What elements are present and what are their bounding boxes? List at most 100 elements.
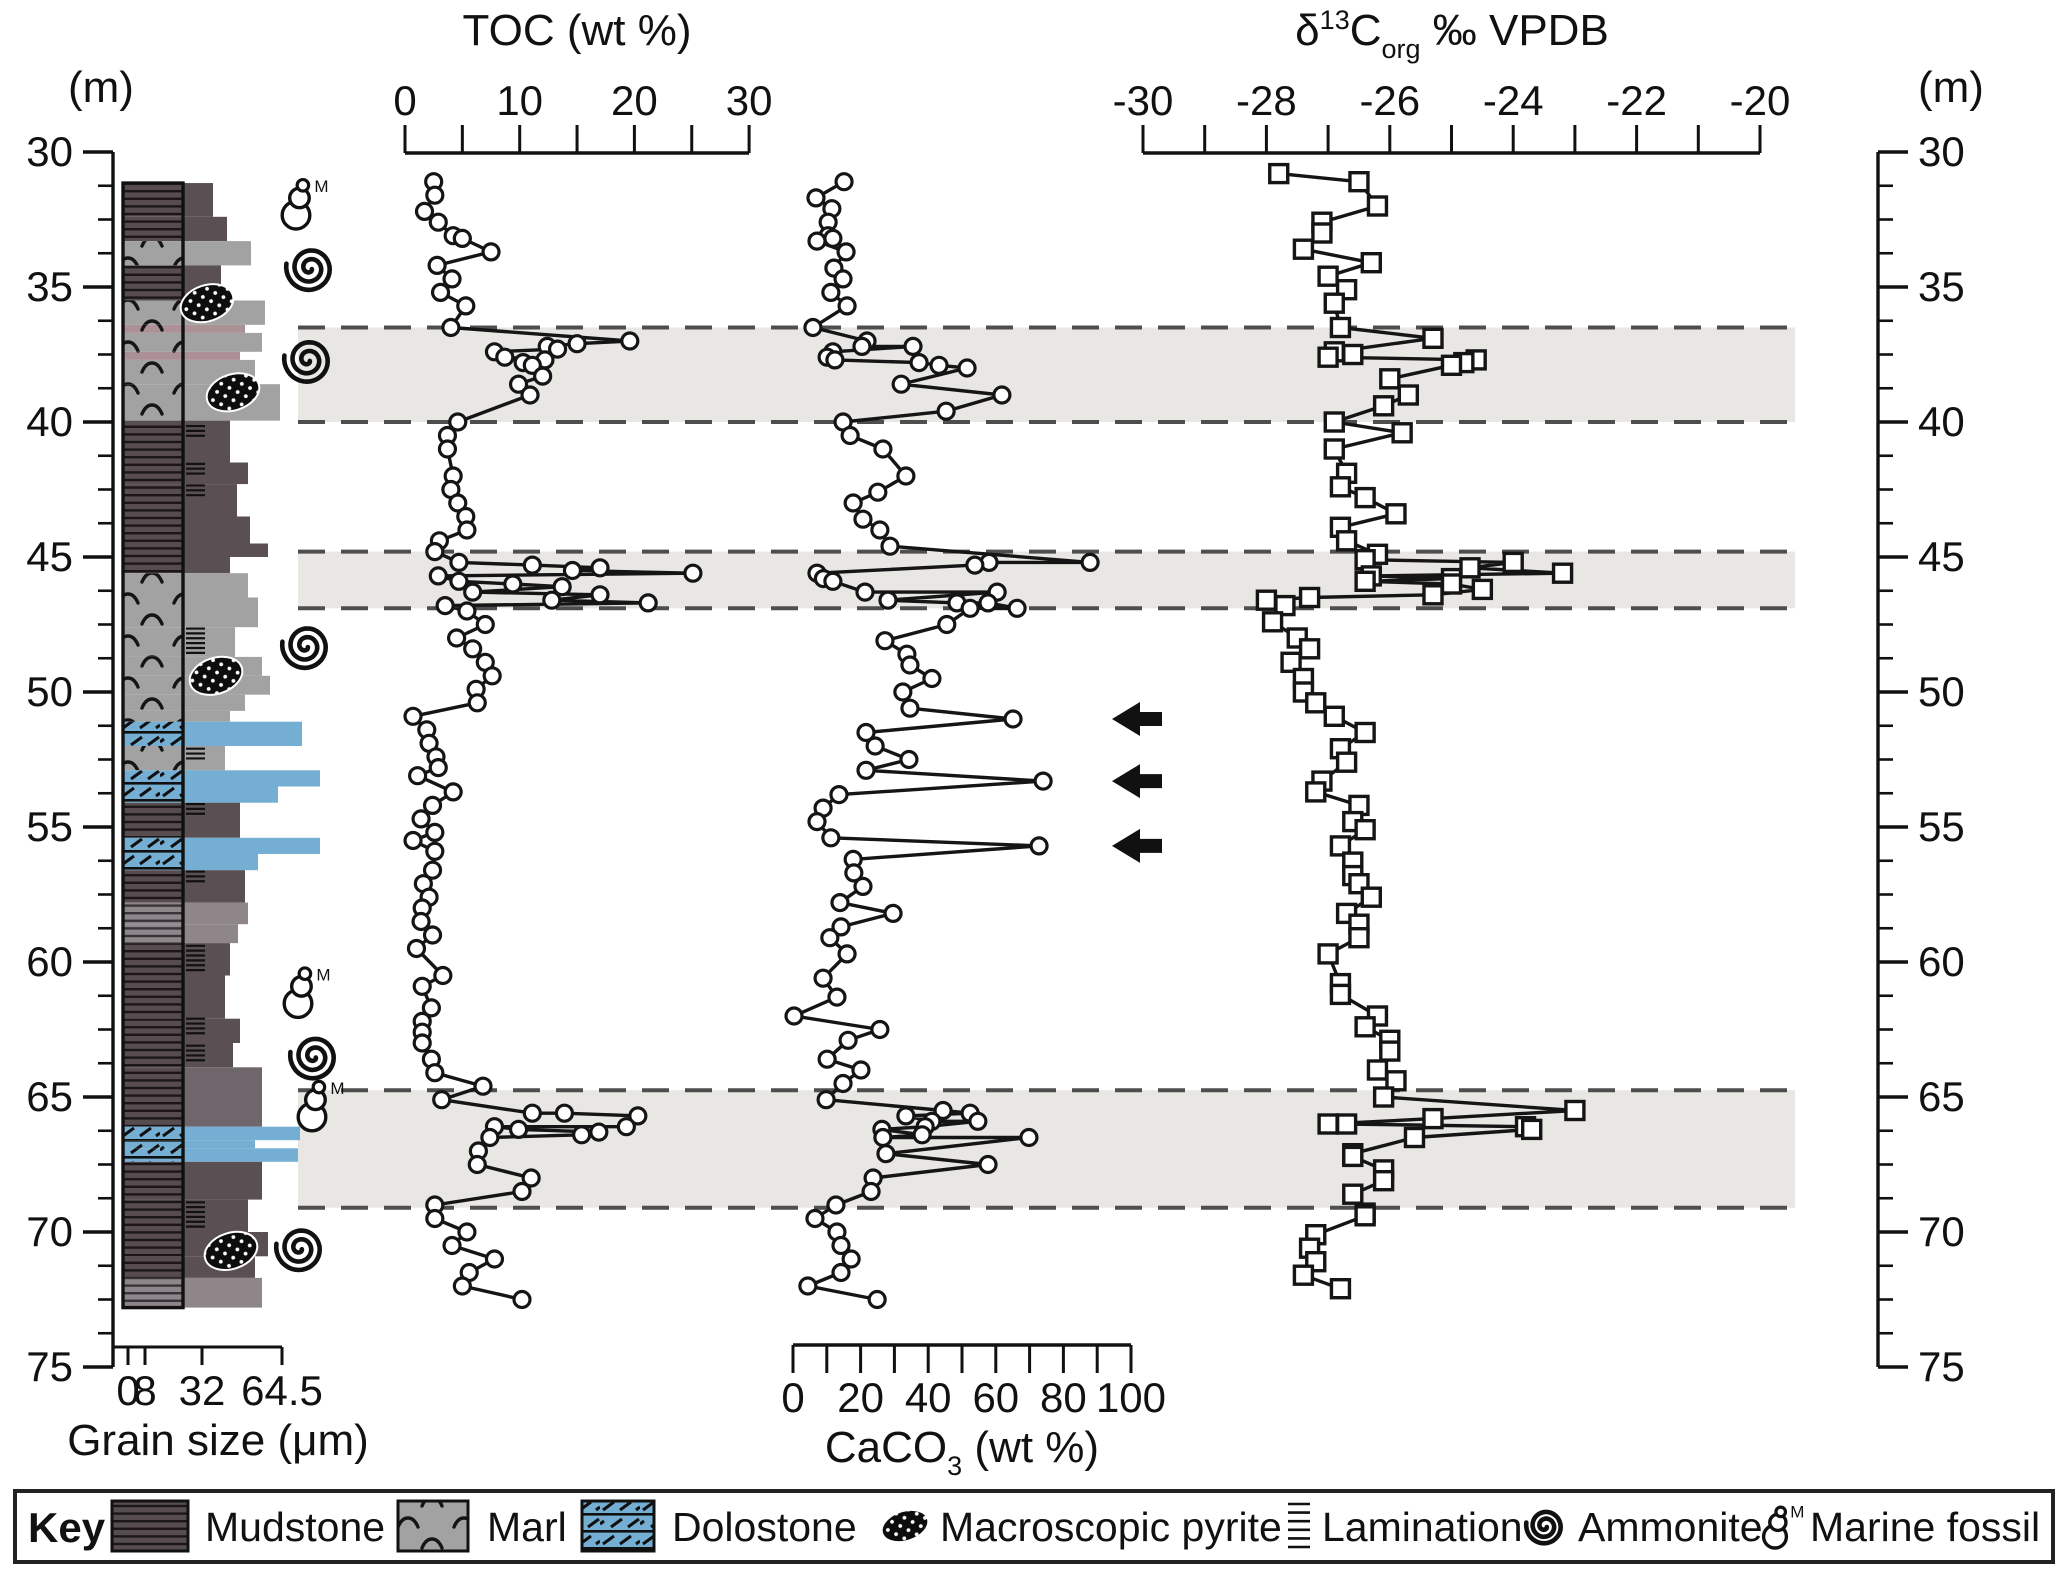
grainsize-profile-marl [183, 694, 245, 711]
depth-tick-label: 55 [26, 803, 73, 850]
depth-tick-label: 30 [1918, 128, 1965, 175]
CaCO3-data-point [831, 1262, 851, 1283]
grainsize-profile-dolostone [183, 1148, 298, 1162]
TOC-data-point [590, 558, 610, 578]
CaCO3-data-point [823, 571, 843, 591]
TOC-data-point [412, 976, 432, 996]
lithology-mudstone [123, 975, 183, 1019]
lithology-mudstone [123, 216, 183, 242]
d13Corg-data-point [1329, 1277, 1352, 1300]
axes: 30 35 40 45 50 55 60 65 70 75 30 35 40 45 50 55 60 65 70 75… [26, 77, 1964, 1421]
TOC-data-point [457, 520, 477, 540]
d13Corg-data-point [1342, 343, 1364, 366]
lithology-mudstone [123, 870, 183, 903]
CaCO3-data-point [876, 1144, 896, 1164]
marine-fossil-m-label: M [316, 966, 330, 985]
marine-fossil-m-label: M [330, 1079, 344, 1098]
d13Corg-data-point [1366, 1059, 1389, 1081]
CaCO3-data-point [899, 749, 919, 770]
d13Corg-data-point [1323, 411, 1345, 433]
key-label-lamination: Lamination [1322, 1504, 1523, 1550]
TOC-data-point [437, 439, 458, 459]
key-title: Key [28, 1504, 106, 1551]
lithology-mudstone [123, 943, 183, 976]
depth-tick-label: 40 [1918, 398, 1965, 445]
grainsize-profile-marl [183, 710, 230, 722]
d13Corg-data-point [1261, 611, 1284, 633]
d13Corg-data-point [1335, 1113, 1358, 1135]
TOC-data-point [443, 782, 463, 802]
grainsize-profile-pink [183, 324, 245, 333]
CaCO3-data-point [893, 682, 913, 702]
lithology-mudstone [123, 462, 183, 485]
d13Corg-data-point [1298, 638, 1321, 660]
d13c-tick-label: -26 [1359, 77, 1420, 124]
TOC-data-point [428, 566, 448, 586]
TOC-data-point [452, 228, 472, 248]
CaCO3-data-point [855, 582, 875, 602]
depth-tick-label: 35 [1918, 263, 1965, 310]
depth-tick-label: 45 [26, 533, 73, 580]
TOC-data-point [463, 582, 483, 602]
d13Corg-data-point [1372, 1169, 1395, 1192]
lithology-marl [123, 241, 183, 266]
CaCO3-data-point [853, 509, 873, 529]
CaCO3-data-point [1003, 709, 1023, 729]
key-label-ammonite: Ammonite [1578, 1504, 1763, 1550]
d13Corg-data-point [1440, 573, 1463, 595]
d13Corg-data-point [1422, 584, 1444, 606]
key-swatch-dolostone [580, 1499, 656, 1553]
grainsize-profile-mudstone [183, 870, 245, 903]
d13Corg-data-point [1329, 835, 1352, 857]
CaCO3-data-point [896, 1106, 916, 1126]
TOC-data-point [481, 242, 501, 262]
TOC-data-point [406, 938, 427, 959]
CaCO3-data-point [827, 987, 847, 1007]
lithology-gray [123, 1277, 183, 1308]
d13Corg-data-point [1564, 1099, 1586, 1122]
CaCO3-data-point [896, 466, 916, 486]
TOC-data-point [448, 412, 468, 432]
depth-tick-label: 75 [1918, 1343, 1965, 1390]
CaCO3-data-point [856, 760, 876, 780]
grainsize-profile-mudstone [183, 975, 225, 1019]
CaCO3-data-point [883, 903, 903, 924]
d13Corg-data-point [1502, 551, 1524, 574]
d13Corg-data-point [1354, 1205, 1376, 1227]
CaCO3-data-point [853, 876, 873, 897]
d13Corg-data-point [1348, 927, 1370, 949]
toc-tick-label: 10 [496, 77, 543, 124]
key-swatch-marl [396, 1499, 470, 1553]
CaCO3-data-point [912, 1125, 932, 1145]
grainsize-profile-dolostone [183, 721, 302, 746]
depth-tick-label: 55 [1918, 803, 1965, 850]
d13Corg-data-point [1342, 1145, 1364, 1168]
TOC-data-point [508, 374, 529, 394]
CaCO3-data-point [844, 863, 864, 883]
d13Corg-data-point [1521, 1118, 1543, 1141]
TOC-data-point [456, 296, 476, 316]
TOC-data-point [412, 1033, 432, 1053]
TOC-data-point [425, 841, 445, 861]
d13Corg-data-point [1305, 692, 1327, 714]
TOC-data-point [441, 317, 461, 338]
d13Corg-data-point [1335, 530, 1358, 552]
CaCO3-data-point [900, 698, 920, 718]
CaCO3-data-point [829, 784, 849, 805]
TOC-data-point [442, 269, 462, 289]
lithology-dolostone [123, 786, 183, 803]
TOC-data-point [411, 809, 431, 829]
TOC-data-point [508, 1119, 529, 1140]
key-label-marine-fossil: Marine fossil [1810, 1504, 2040, 1550]
lithology-mudstone [123, 183, 183, 217]
TOC-data-point [425, 1063, 445, 1083]
TOC-data-point [495, 347, 515, 367]
d13Corg-data-point [1317, 346, 1339, 368]
CaCO3-data-point [873, 439, 893, 459]
d13Corg-data-point [1323, 705, 1345, 727]
d13Corg-data-point [1317, 265, 1339, 287]
CaCO3-data-point [831, 917, 851, 937]
CaCO3-data-point [837, 944, 857, 964]
grainsize-profile-marl [183, 332, 262, 352]
